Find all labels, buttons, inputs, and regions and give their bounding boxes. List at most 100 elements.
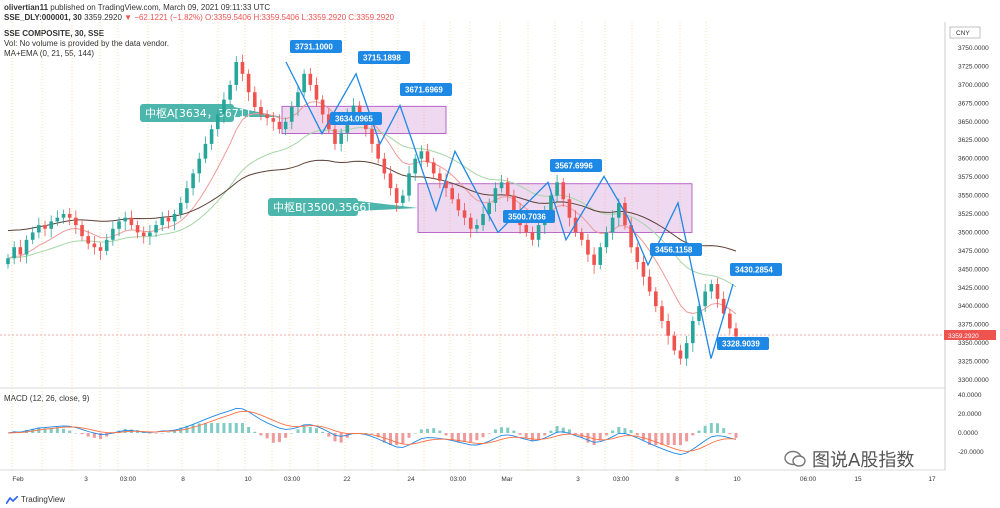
macd-histogram-bar [197,423,201,433]
macd-histogram-bar [105,433,109,437]
candle-body [536,225,541,240]
price-callout: 3328.9039 [722,340,760,349]
candle-body [296,92,300,108]
candle-body [141,232,146,237]
candle-body [684,343,689,359]
candle-body [357,105,362,119]
macd-histogram-bar [401,433,405,444]
candle-body [215,114,220,130]
currency-label: CNY [956,30,970,37]
candle-body [376,143,380,159]
currency-badge[interactable] [949,26,981,39]
macd-histogram-bar [728,433,732,435]
candle-body [660,306,664,321]
macd-histogram-bar [444,433,448,436]
price-tick-label: 3400.0000 [958,303,989,310]
candle-body [37,225,41,233]
candle-body [382,158,387,174]
candle-body [191,173,195,189]
macd-histogram-bar [370,433,374,434]
macd-histogram-bar [407,433,411,438]
candle-body [456,199,461,211]
macd-histogram-bar [314,428,318,433]
candle-body [148,232,152,237]
time-tick-label: 3 [84,476,88,483]
macd-histogram-bar [327,433,331,437]
macd-histogram-bar [623,428,627,433]
candle-body [351,105,356,115]
zone-label-bg [268,198,358,216]
candle-body [512,195,516,211]
macd-histogram-bar [450,433,454,440]
candle-body [185,188,189,203]
tradingview-icon [6,495,18,504]
candle-body [80,225,84,237]
macd-histogram-bar [216,423,220,433]
candle-body [203,143,208,159]
candle-body [524,225,529,233]
candle-body [289,107,294,122]
wechat-icon [784,450,806,467]
time-tick-label: 03:00 [120,476,137,483]
tradingview-logo[interactable]: TradingView [6,495,65,504]
candle-body [30,232,35,240]
candle-body [493,188,498,203]
time-tick-label: Mar [501,476,513,483]
price-callout: 3500.7036 [508,213,546,222]
macd-histogram-bar [290,433,294,434]
candle-body [246,73,251,93]
watermark: 图说A股指数 [784,446,914,472]
ema-line [7,159,737,252]
candle-body [407,173,411,196]
price-tick-label: 3575.0000 [958,174,989,181]
macd-histogram-bar [191,424,195,433]
macd-label: MACD (12, 26, close, 9) [4,394,90,403]
candle-body [302,73,306,93]
macd-histogram-bar [284,433,288,438]
price-tick-label: 3425.0000 [958,285,989,292]
macd-histogram-bar [672,433,676,445]
symbol-title: SSE COMPOSITE, 30, SSE [4,29,105,38]
candle-body [431,162,436,174]
time-tick-label: 06:00 [800,476,817,483]
price-tick-label: 3600.0000 [958,156,989,163]
candle-body [530,232,535,240]
price-callout-bg [400,83,452,96]
price-tick-label: 3650.0000 [958,119,989,126]
macd-histogram-bar [530,433,534,442]
candle-body [425,151,430,163]
candle-body [715,284,720,299]
macd-histogram-bar [173,430,177,433]
candle-body [228,84,232,100]
candle-body [709,284,714,292]
candle-body [308,73,313,85]
candle-body [154,225,158,233]
candle-body [314,84,319,100]
candle-body [691,320,695,344]
time-tick-label: 15 [854,476,862,483]
price-tick-label: 3525.0000 [958,211,989,218]
macd-histogram-bar [648,433,652,445]
price-callout: 3456.1158 [655,246,693,255]
candle-body [74,217,78,226]
macd-histogram-bar [561,427,565,433]
candle-body [339,132,343,144]
macd-histogram-bar [99,433,103,439]
zone-label-pointer [234,107,282,117]
macd-histogram-bar [142,432,146,433]
candle-body [462,210,467,218]
macd-line [7,407,737,455]
macd-histogram-bar [475,433,479,441]
last-price-tag: 3359.2920 [948,333,979,340]
macd-histogram-bar [49,428,53,433]
time-tick-label: 03:00 [613,476,630,483]
macd-histogram-bar [537,433,541,440]
candle-body [129,217,134,226]
candle-body [505,182,510,196]
candle-body [592,254,596,265]
candle-body [333,129,337,144]
macd-histogram-bar [678,433,682,445]
candle-body [252,92,257,108]
macd-histogram-bar [259,433,263,436]
